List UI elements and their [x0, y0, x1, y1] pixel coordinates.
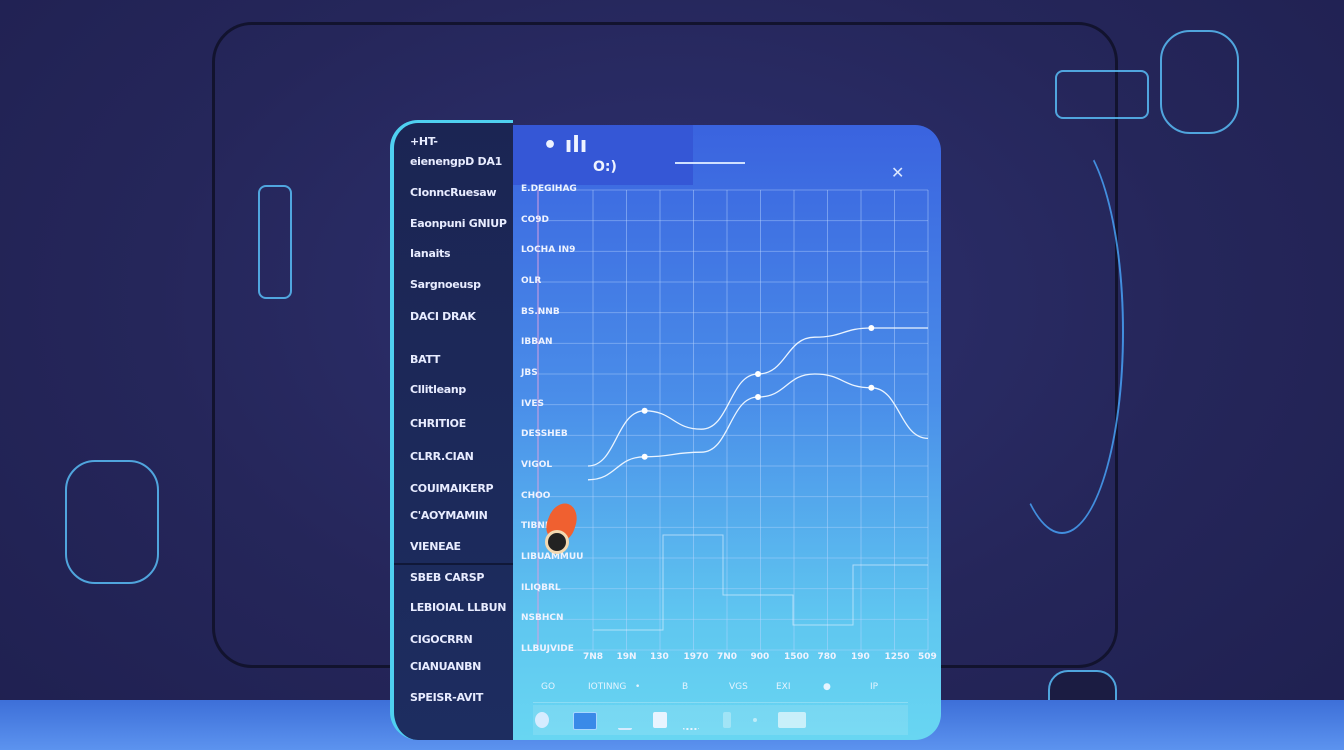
- sidebar-item[interactable]: COUIMAIKERP: [410, 482, 494, 495]
- panel-decoration: [258, 185, 292, 299]
- toolbar-bottom: [533, 705, 908, 735]
- camera-lens-decoration: [1160, 30, 1239, 134]
- image-icon[interactable]: [653, 712, 667, 728]
- toolbar-item[interactable]: EXI: [776, 682, 791, 692]
- sidebar-item[interactable]: SPEISR-AVIT: [410, 691, 484, 704]
- sidebar-item[interactable]: Eaonpuni GNIUP: [410, 217, 507, 230]
- x-tick-label: 7N0: [717, 652, 738, 662]
- sidebar-item[interactable]: Sargnoeusp: [410, 278, 481, 291]
- y-tick-label: CO9D: [521, 214, 549, 225]
- data-point: [641, 407, 648, 414]
- x-tick-label: 780: [817, 652, 837, 662]
- toolbar-item[interactable]: ●: [823, 682, 831, 692]
- sidebar-item[interactable]: CHRITIOE: [410, 417, 466, 430]
- toolbar-item[interactable]: IOTINNG: [588, 682, 627, 692]
- mountain-icon[interactable]: [683, 712, 699, 730]
- x-tick-label: 1500: [784, 652, 810, 662]
- robot-arm-decoration: [65, 460, 159, 584]
- sidebar-item[interactable]: VIENEAE: [410, 540, 461, 553]
- y-tick-label: DESSHEB: [521, 429, 568, 440]
- y-tick-label: VIGOL: [521, 460, 553, 470]
- x-tick-label: 7N8: [583, 652, 604, 662]
- x-tick-label: 1250: [884, 652, 910, 662]
- sidebar-item[interactable]: CLRR.CIAN: [410, 450, 474, 463]
- sidebar-item[interactable]: CIonncRuesaw: [410, 186, 497, 199]
- toolbar-item[interactable]: IP: [870, 682, 879, 692]
- file-icon[interactable]: [723, 712, 731, 728]
- sidebar-item[interactable]: CIANUANBN: [410, 660, 482, 673]
- camera-icon: [545, 530, 569, 554]
- toolbar-item[interactable]: B: [682, 682, 689, 692]
- dot-icon[interactable]: [753, 718, 757, 722]
- y-tick-label: IBBAN: [521, 337, 553, 348]
- sidebar-item[interactable]: SBEB CARSP: [410, 571, 485, 584]
- y-tick-label: NSBHCN: [521, 613, 564, 624]
- y-tick-label: LLBUJVIDE: [521, 644, 574, 654]
- y-tick-label: LIBUAMMUU: [521, 552, 584, 562]
- sidebar-divider: [394, 563, 513, 565]
- close-icon[interactable]: ✕: [891, 163, 905, 182]
- step-line: [593, 534, 928, 631]
- toolbar-item[interactable]: GO: [541, 682, 556, 692]
- y-tick-label: OLR: [521, 276, 542, 286]
- line-chart: [537, 189, 929, 651]
- y-tick-label: LOCHA IN9: [521, 245, 576, 256]
- x-tick-label: 900: [750, 652, 770, 662]
- sidebar-item[interactable]: BATT: [410, 353, 441, 366]
- chart-panel: • ılı O:) ✕ E.DEGIHAG CO9D LOCHA IN9 OLR BS.…: [513, 125, 941, 740]
- toolbar-item[interactable]: •: [635, 682, 641, 692]
- sidebar-item[interactable]: LEBIOIAL LLBUN: [410, 601, 507, 614]
- y-tick-label: BS.NNB: [521, 306, 560, 317]
- square-icon[interactable]: [573, 712, 597, 730]
- data-point: [868, 325, 875, 331]
- panel-header: [513, 125, 693, 185]
- x-tick-label: 190: [851, 652, 870, 662]
- data-point: [755, 394, 761, 400]
- cable-decoration: [1000, 130, 1124, 534]
- x-tick-label: 509: [918, 652, 937, 662]
- sidebar-item[interactable]: Ianaits: [410, 247, 451, 260]
- toolbar-item[interactable]: VGS: [729, 682, 748, 692]
- y-tick-label: JBS: [521, 368, 538, 378]
- header-status-icon: O:): [593, 159, 617, 175]
- sidebar-item[interactable]: +HT-: [410, 135, 438, 148]
- y-tick-label: E.DEGIHAG: [521, 184, 577, 194]
- sidebar-item[interactable]: CIGOCRRN: [410, 633, 473, 646]
- x-tick-label: 130: [650, 652, 669, 662]
- sidebar-item[interactable]: DACI DRAK: [410, 310, 476, 323]
- signal-icon: • ılı: [543, 133, 588, 158]
- y-tick-label: IVES: [521, 398, 544, 409]
- data-point: [868, 384, 875, 391]
- series-line: [587, 373, 929, 481]
- data-point: [641, 453, 648, 460]
- table-icon[interactable]: [778, 712, 806, 728]
- camera-decoration: [1055, 70, 1149, 119]
- x-tick-label: 19N: [616, 652, 637, 662]
- data-point: [755, 371, 761, 377]
- shield-icon[interactable]: [535, 712, 549, 728]
- sidebar-item[interactable]: C'AOYMAMIN: [410, 509, 488, 522]
- sidebar-item[interactable]: Cllitleanp: [410, 383, 467, 396]
- sidebar-item[interactable]: eienengpD DA1: [410, 155, 502, 168]
- toolbar-top: GO IOTINNG • B VGS EXI ● IP: [533, 678, 908, 703]
- title-underline: [675, 162, 745, 164]
- x-tick-label: 1970: [683, 652, 709, 662]
- chart-icon[interactable]: [618, 712, 632, 730]
- y-tick-label: CHOO: [521, 490, 551, 501]
- y-tick-label: ILIQBRL: [521, 582, 561, 593]
- sidebar: +HT-eienengpD DA1 CIonncRuesaw Eaonpuni GN…: [390, 120, 513, 740]
- y-tick-label: TIBNRBEI: [521, 521, 569, 532]
